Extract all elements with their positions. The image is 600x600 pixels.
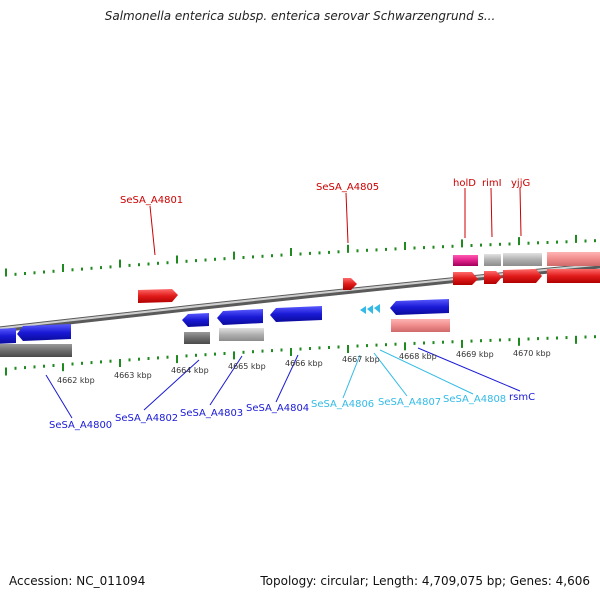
gene-sesa-a4803-feature[interactable] <box>217 309 263 325</box>
scale-label: 4665 kbp <box>228 362 266 371</box>
scale-label: 4668 kbp <box>399 352 437 361</box>
bottom-label-leaders <box>45 347 521 419</box>
scale-label: 4662 kbp <box>57 376 95 385</box>
bottom-gene-labels: SeSA_A4800 SeSA_A4802 SeSA_A4803 SeSA_A4… <box>49 392 535 431</box>
inner-tick-ring <box>5 335 596 376</box>
gene-sesa-a4805-feature[interactable] <box>343 278 357 290</box>
gene-yjjg-feature[interactable] <box>503 269 542 283</box>
gene-label-sesa-a4800[interactable]: SeSA_A4800 <box>49 420 112 431</box>
topology-summary-text: Topology: circular; Length: 4,709,075 bp… <box>260 574 590 588</box>
scale-label: 4667 kbp <box>342 355 380 364</box>
top-label-leaders <box>149 187 522 256</box>
gene-label-sesa-a4802[interactable]: SeSA_A4802 <box>115 413 178 424</box>
gene-label-hold[interactable]: holD <box>453 178 476 189</box>
gene-edge-pink-feature[interactable] <box>547 252 600 266</box>
gene-rsmc-feature[interactable] <box>390 299 449 315</box>
gene-label-sesa-a4806[interactable]: SeSA_A4806 <box>311 399 374 410</box>
outer-tick-ring <box>5 234 596 277</box>
scale-label: 4666 kbp <box>285 359 323 368</box>
gene-sesa-a4803-pseudo-feature[interactable] <box>219 328 264 341</box>
gene-rsmc-pink-feature[interactable] <box>391 319 450 332</box>
top-gene-labels: SeSA_A4801 SeSA_A4805 holD rimI yjjG <box>120 178 530 206</box>
gene-hold-rna-feature[interactable] <box>453 255 478 266</box>
gene-sesa-a4806-feature[interactable] <box>360 306 366 314</box>
gene-sesa-a4802-feature[interactable] <box>182 313 209 327</box>
gene-label-sesa-a4808[interactable]: SeSA_A4808 <box>443 394 506 405</box>
scale-label: 4663 kbp <box>114 371 152 380</box>
gene-rimi-pseudo-feature[interactable] <box>484 254 501 266</box>
gene-hold-feature[interactable] <box>453 272 478 285</box>
gene-label-sesa-a4807[interactable]: SeSA_A4807 <box>378 397 441 408</box>
gene-label-sesa-a4804[interactable]: SeSA_A4804 <box>246 403 309 414</box>
gene-sesa-a4800-pseudo-feature[interactable] <box>0 344 72 357</box>
scale-labels: 4662 kbp 4663 kbp 4664 kbp 4665 kbp 4666… <box>57 349 551 385</box>
gene-sesa-a4802-pseudo-feature[interactable] <box>184 332 210 344</box>
gene-sesa-a4807-feature[interactable] <box>367 305 373 314</box>
gene-yjjg-pseudo-feature[interactable] <box>503 253 542 266</box>
gene-rimi-feature[interactable] <box>484 271 502 284</box>
gene-sesa-a4800b-feature[interactable] <box>17 324 71 341</box>
gene-sesa-a4808-feature[interactable] <box>374 304 380 313</box>
map-title: Salmonella enterica subsp. enterica sero… <box>104 9 496 23</box>
scale-label: 4670 kbp <box>513 349 551 358</box>
gene-label-yjjg[interactable]: yjjG <box>511 178 530 189</box>
gene-sesa-a4801-feature[interactable] <box>138 289 178 303</box>
scale-label: 4669 kbp <box>456 350 494 359</box>
gene-label-rimi[interactable]: rimI <box>482 178 502 189</box>
accession-text: Accession: NC_011094 <box>9 574 146 588</box>
gene-label-sesa-a4801[interactable]: SeSA_A4801 <box>120 195 183 206</box>
genome-backbone-highlight <box>0 263 600 330</box>
gene-label-rsmc[interactable]: rsmC <box>509 392 535 403</box>
gene-sesa-a4800-feature[interactable] <box>0 328 16 344</box>
scale-label: 4664 kbp <box>171 366 209 375</box>
gene-sesa-a4804-feature[interactable] <box>270 306 322 322</box>
gene-label-sesa-a4803[interactable]: SeSA_A4803 <box>180 408 243 419</box>
gene-label-sesa-a4805[interactable]: SeSA_A4805 <box>316 182 379 193</box>
gene-edge-red-feature[interactable] <box>547 269 600 283</box>
